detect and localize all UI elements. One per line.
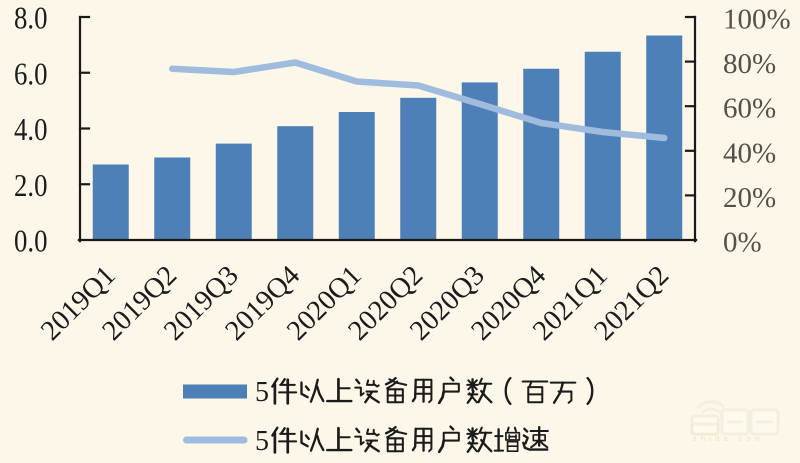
svg-text:60%: 60%: [723, 93, 776, 125]
svg-text:80%: 80%: [723, 48, 776, 80]
svg-text:0%: 0%: [723, 227, 762, 259]
svg-text:zhida.com: zhida.com: [693, 434, 765, 443]
svg-text:5: 5: [255, 377, 269, 408]
svg-text:100%: 100%: [723, 4, 791, 36]
svg-text:40%: 40%: [723, 137, 776, 169]
svg-text:5: 5: [255, 426, 269, 457]
svg-text:6.0: 6.0: [14, 55, 48, 91]
svg-text:2.0: 2.0: [14, 167, 48, 203]
svg-text:0.0: 0.0: [14, 223, 48, 259]
svg-text:20%: 20%: [723, 182, 776, 214]
svg-text:8.0: 8.0: [14, 0, 48, 36]
svg-text:4.0: 4.0: [14, 111, 48, 147]
